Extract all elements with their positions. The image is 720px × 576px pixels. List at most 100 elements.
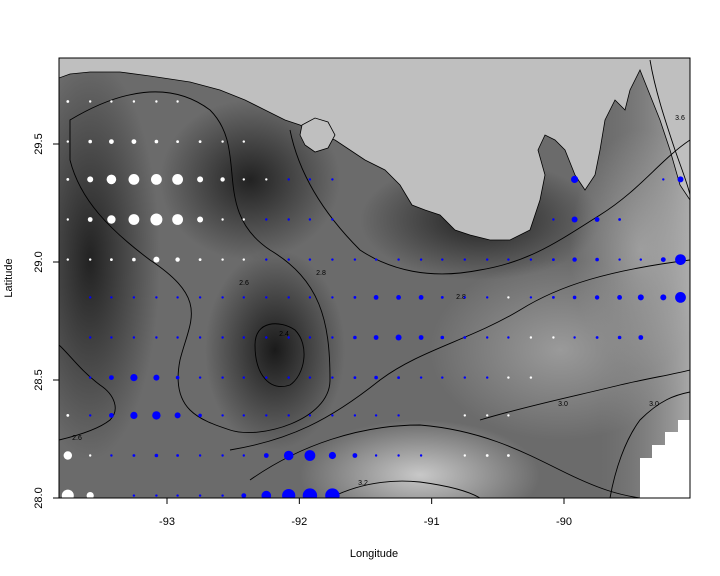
- station-point-negative: [397, 376, 400, 379]
- station-point-negative: [374, 258, 378, 261]
- station-point-negative: [618, 258, 621, 261]
- station-point-negative: [638, 335, 644, 340]
- station-point-positive: [463, 454, 466, 457]
- contour-labels: 2.6 2.8 2.8 3.0 3.0 3.2 2.4 2.6 3.6: [72, 115, 685, 487]
- station-point-negative: [221, 296, 224, 299]
- station-point-positive: [507, 414, 510, 417]
- station-point-positive: [66, 140, 70, 143]
- station-point-positive: [66, 218, 70, 221]
- station-point-negative: [595, 336, 599, 339]
- station-point-positive: [463, 414, 466, 417]
- station-point-negative: [241, 493, 247, 498]
- station-point-positive: [242, 178, 245, 181]
- contour-line: [229, 259, 690, 451]
- station-point-negative: [418, 295, 424, 300]
- station-point-negative: [507, 258, 510, 261]
- station-point-negative: [110, 296, 113, 299]
- station-point-negative: [352, 453, 358, 458]
- contour-line: [289, 129, 690, 275]
- station-point-negative: [221, 414, 224, 417]
- station-point-positive: [89, 454, 92, 457]
- station-point-negative: [265, 376, 268, 379]
- heatmap-surface: [59, 58, 690, 498]
- station-point-negative: [265, 414, 268, 417]
- station-point-negative: [328, 451, 336, 460]
- station-point-negative: [242, 376, 245, 379]
- station-point-negative: [308, 336, 312, 339]
- station-point-negative: [331, 376, 334, 379]
- station-point-positive: [107, 215, 116, 224]
- station-point-negative: [373, 295, 379, 300]
- station-point-negative: [594, 295, 600, 300]
- x-tick-label: -91: [424, 516, 440, 528]
- lake: [299, 117, 336, 153]
- contour-label: 2.4: [279, 331, 289, 338]
- station-point-negative: [395, 334, 402, 341]
- station-point-negative: [552, 258, 555, 261]
- contour-line: [329, 480, 481, 498]
- station-point-negative: [287, 376, 290, 379]
- station-point-negative: [132, 494, 136, 497]
- station-point-negative: [660, 257, 666, 262]
- station-point-positive: [66, 414, 70, 417]
- x-tick-label: -90: [556, 516, 572, 528]
- station-point-negative: [308, 296, 312, 299]
- station-point-negative: [418, 335, 424, 340]
- station-point-negative: [617, 335, 622, 340]
- y-tick-label: 29.5: [33, 133, 45, 154]
- station-point-negative: [507, 336, 510, 339]
- station-point-negative: [242, 454, 245, 457]
- station-point-negative: [221, 494, 224, 497]
- station-point-negative: [373, 335, 379, 340]
- station-point-negative: [675, 292, 686, 303]
- y-axis-label: Latitude: [3, 258, 15, 297]
- station-point-negative: [175, 375, 180, 380]
- station-point-negative: [198, 494, 202, 497]
- station-point-positive: [151, 174, 162, 185]
- station-point-negative: [486, 336, 489, 339]
- station-point-positive: [150, 213, 163, 226]
- station-point-negative: [441, 258, 444, 261]
- station-point-positive: [89, 100, 92, 103]
- x-axis: -93 -92 -91 -90: [159, 498, 572, 528]
- station-point-negative: [198, 376, 202, 379]
- contour-label: 3.6: [675, 115, 685, 122]
- station-point-negative: [637, 294, 644, 301]
- station-point-negative: [287, 414, 290, 417]
- station-point-positive: [109, 139, 114, 145]
- station-point-negative: [662, 178, 665, 181]
- station-point-positive: [66, 178, 70, 181]
- station-point-negative: [529, 296, 533, 299]
- station-point-negative: [287, 178, 290, 181]
- station-point-negative: [572, 295, 577, 300]
- station-point-negative: [287, 336, 290, 339]
- contour-label: 3.2: [358, 480, 368, 487]
- x-tick-label: -92: [291, 516, 307, 528]
- station-point-negative: [176, 296, 179, 299]
- station-point-positive: [172, 214, 184, 225]
- station-point-negative: [242, 296, 245, 299]
- station-point-positive: [61, 489, 74, 498]
- station-point-positive: [197, 176, 204, 183]
- contour-label: 3.0: [558, 401, 568, 408]
- station-point-positive: [486, 414, 489, 417]
- station-point-positive: [529, 336, 533, 339]
- station-point-positive: [242, 258, 245, 261]
- station-point-negative: [331, 296, 334, 299]
- station-point-negative: [221, 336, 224, 339]
- station-point-positive: [110, 258, 113, 261]
- station-point-negative: [153, 374, 160, 381]
- station-point-positive: [89, 258, 92, 261]
- station-point-negative: [486, 296, 489, 299]
- station-point-negative: [287, 218, 290, 221]
- contour-label: 2.8: [316, 270, 326, 277]
- station-point-negative: [552, 218, 555, 221]
- station-point-positive: [221, 140, 224, 143]
- station-point-positive: [132, 100, 136, 103]
- station-point-positive: [106, 174, 117, 185]
- y-tick-label: 28.0: [33, 487, 45, 508]
- station-point-positive: [198, 258, 202, 261]
- contour-label: 2.6: [239, 280, 249, 287]
- contour-label: 3.0: [649, 401, 659, 408]
